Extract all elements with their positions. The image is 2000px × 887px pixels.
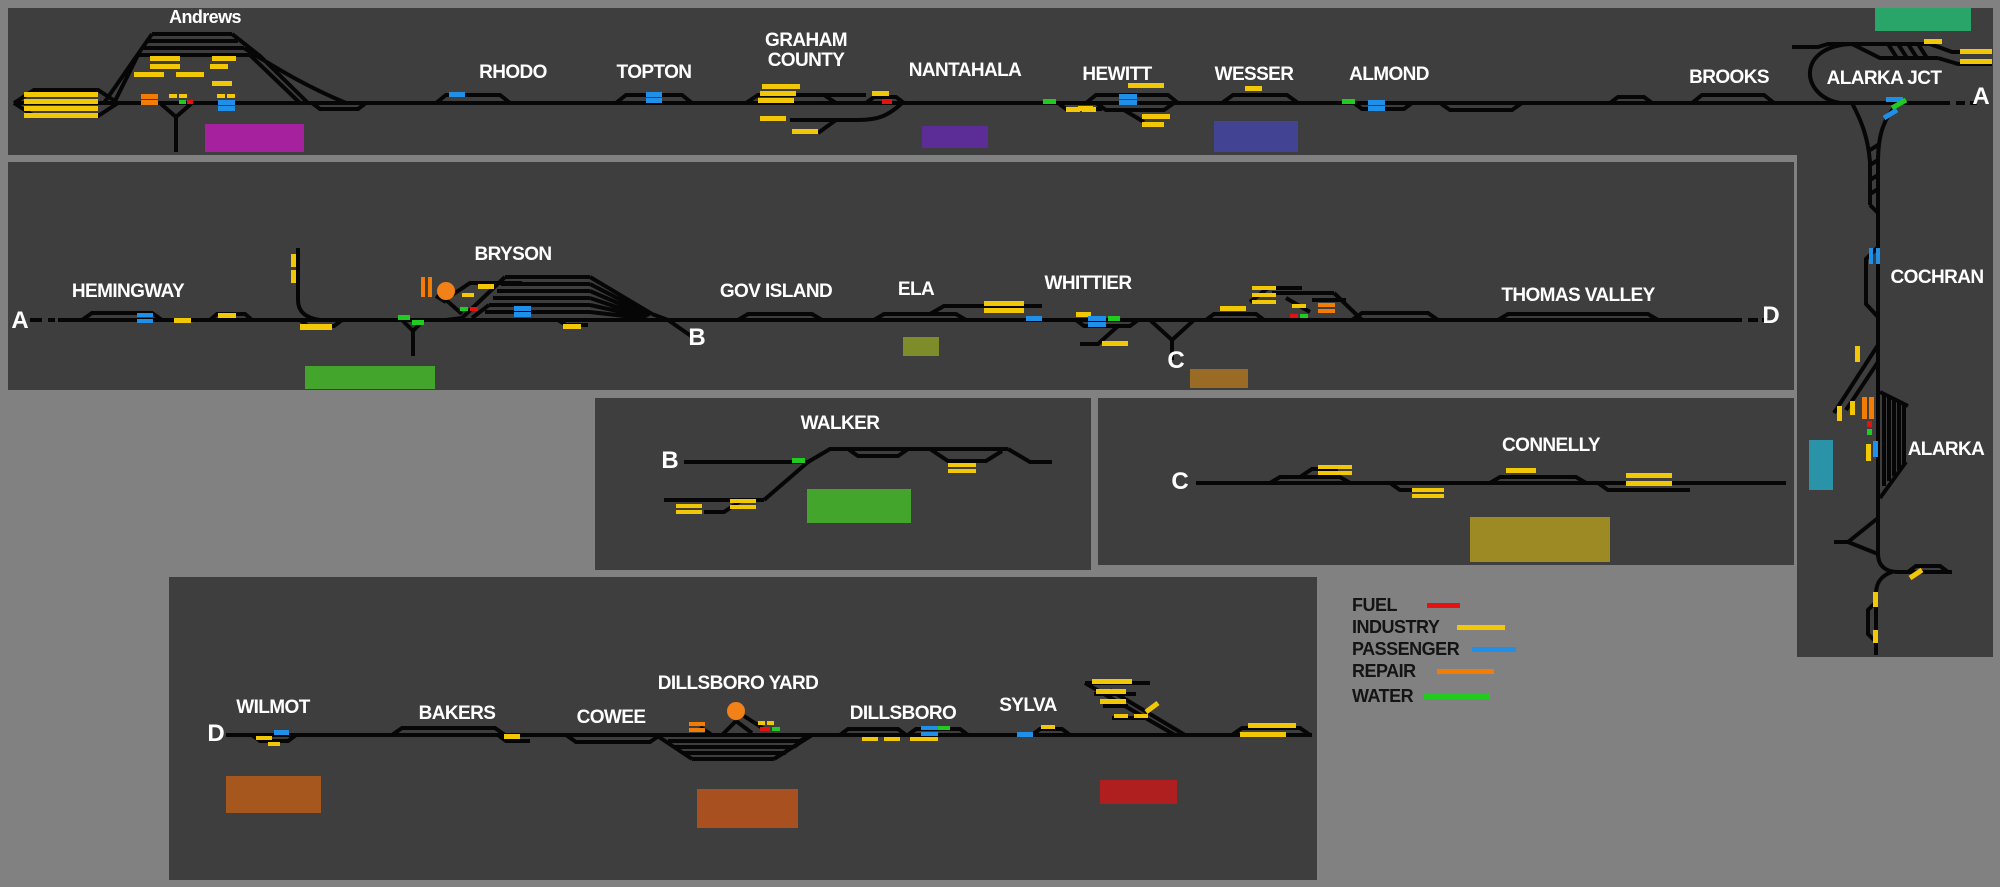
walker-industry-ticks (676, 463, 976, 514)
panel-top-line (8, 8, 1993, 155)
station-label-bryson: BRYSON (474, 244, 553, 265)
connector-c-main: C (1167, 347, 1185, 374)
station-label-ela: ELA (897, 279, 935, 300)
panel-backgrounds (8, 8, 1993, 880)
station-label-hewitt: HEWITT (1082, 64, 1152, 85)
branch-fuel-ticks (1867, 421, 1872, 427)
station-label-cowee: COWEE (576, 707, 646, 728)
station-label-whittier: WHITTIER (1044, 273, 1132, 294)
zone-dillsboro-yard (697, 789, 798, 828)
legend-water-swatch (1424, 693, 1491, 699)
alarka-jct-passenger-tick (1882, 107, 1899, 121)
station-label-hemingway: HEMINGWAY (71, 281, 185, 302)
panel-walker (595, 398, 1091, 570)
station-label-brooks: BROOKS (1689, 67, 1769, 88)
zone-alarka (1809, 440, 1833, 490)
zone-connelly (1470, 517, 1610, 562)
zone-ela (903, 337, 939, 356)
station-label-graham-county: GRAHAM COUNTY (765, 30, 848, 71)
turntables (437, 282, 745, 720)
walker-water-ticks (792, 458, 805, 463)
alarka-jct-water-tick (1890, 97, 1908, 111)
bottom-line-repair-ticks (689, 722, 705, 732)
panel-middle-line (8, 162, 1794, 390)
dillsboro-turntable-icon (727, 702, 745, 720)
zone-andrews (205, 124, 304, 152)
station-label-rhodo: RHODO (479, 62, 547, 83)
legend-repair-swatch (1436, 668, 1494, 674)
rails (12, 32, 1992, 761)
station-label-alarka-jct: ALARKA JCT (1826, 68, 1942, 89)
legend-water-label: WATER (1352, 685, 1414, 706)
panel-right-branch (1797, 8, 1993, 657)
connector-b-main: B (688, 324, 706, 351)
legend-passenger-swatch (1472, 646, 1517, 652)
service-ticks (24, 39, 1992, 746)
alarka-industry-diag-tick (1908, 567, 1924, 581)
connector-d-main: D (1762, 302, 1780, 329)
zone-nantahala (922, 126, 988, 148)
rails-middle-line (30, 248, 1768, 360)
connector-a-east: A (1972, 83, 1990, 110)
legend-fuel-swatch (1427, 602, 1460, 608)
legend: FUEL INDUSTRY PASSENGER REPAIR WATER (1352, 594, 1517, 707)
bottom-line-fuel-ticks (760, 727, 770, 731)
legend-repair-label: REPAIR (1352, 660, 1416, 681)
legend-row-industry: INDUSTRY (1352, 616, 1516, 638)
station-label-alarka: ALARKA (1907, 439, 1985, 460)
rails-top-line (12, 32, 1992, 215)
rails-cochran-alarka (1832, 207, 1952, 655)
station-label-andrews: Andrews (169, 7, 241, 27)
rails-walker (664, 447, 1052, 514)
legend-row-fuel: FUEL (1352, 594, 1516, 616)
station-label-gov-island: GOV ISLAND (719, 281, 833, 302)
top-line-repair-ticks (141, 94, 158, 105)
legend-row-repair: REPAIR (1352, 660, 1516, 682)
station-label-nantahala: NANTAHALA (908, 60, 1022, 81)
zone-wilmot (226, 776, 321, 813)
zone-walker (807, 489, 911, 523)
zone-alarka-jct (1875, 8, 1971, 31)
bryson-turntable-icon (437, 282, 455, 300)
station-label-sylva: SYLVA (999, 695, 1057, 716)
zone-whittier (1190, 369, 1248, 388)
branch-water-ticks (1867, 429, 1872, 435)
station-label-wesser: WESSER (1214, 64, 1294, 85)
legend-row-water: WATER (1352, 685, 1516, 707)
station-label-dillsboro: DILLSBORO (849, 703, 957, 724)
rails-connelly (1196, 467, 1786, 492)
connector-d-dillsboro: D (207, 720, 225, 747)
zone-wesser (1214, 121, 1298, 152)
connector-b-walker: B (661, 447, 679, 474)
station-label-thomas-valley: THOMAS VALLEY (1501, 285, 1655, 306)
station-label-wilmot: WILMOT (236, 697, 310, 718)
branch-repair-ticks (1862, 397, 1874, 419)
town-zones (205, 8, 1971, 828)
station-label-almond: ALMOND (1349, 64, 1429, 85)
legend-fuel-label: FUEL (1352, 594, 1398, 615)
station-label-walker: WALKER (800, 413, 880, 434)
station-label-topton: TOPTON (616, 62, 692, 83)
legend-industry-label: INDUSTRY (1352, 616, 1440, 637)
legend-row-passenger: PASSENGER (1352, 638, 1517, 660)
legend-passenger-label: PASSENGER (1352, 638, 1460, 659)
connector-a-west: A (11, 307, 29, 334)
station-label-connelly: CONNELLY (1502, 435, 1601, 456)
sylva-industry-diag-tick (1144, 701, 1160, 714)
station-label-cochran: COCHRAN (1890, 267, 1985, 288)
station-label-dillsboro-yard: DILLSBORO YARD (657, 673, 819, 694)
legend-industry-swatch (1457, 624, 1506, 630)
zone-bryson (305, 366, 435, 389)
station-label-bakers: BAKERS (418, 703, 496, 724)
zone-sylva (1100, 780, 1177, 804)
connector-c-connelly: C (1171, 468, 1189, 495)
